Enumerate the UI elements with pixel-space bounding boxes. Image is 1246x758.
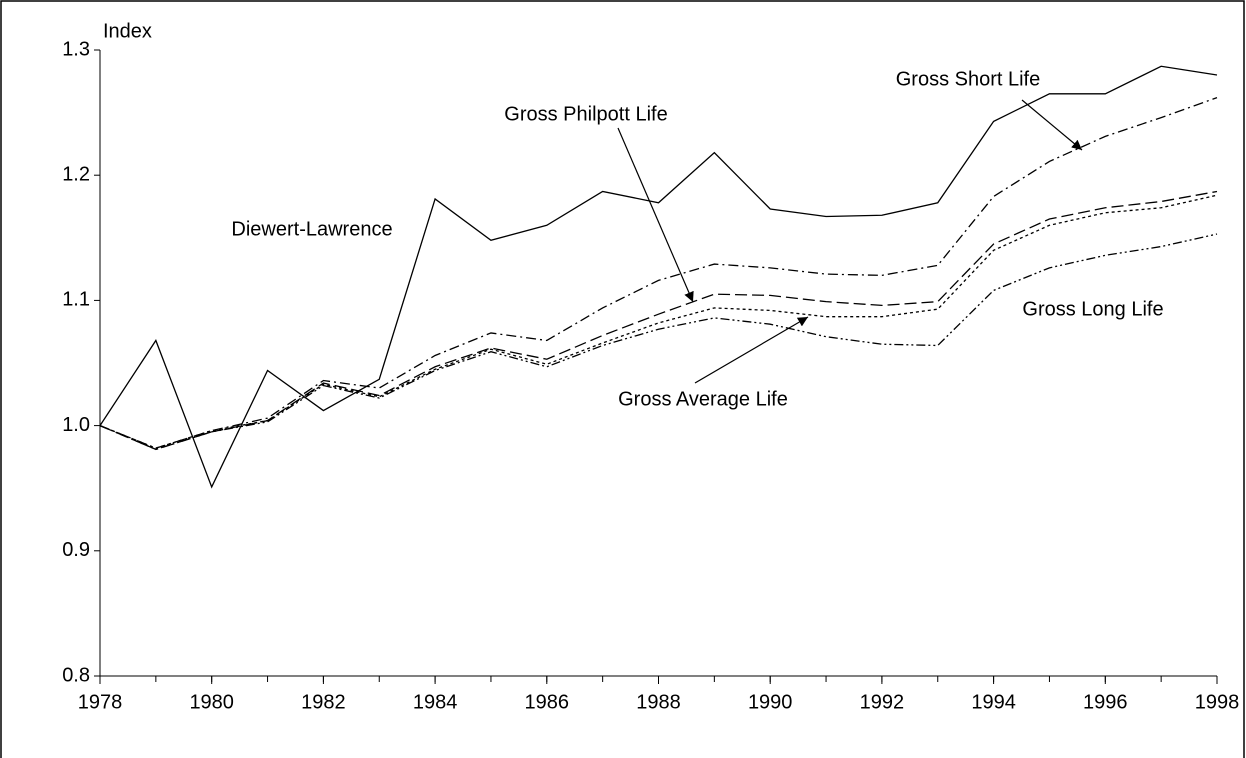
series-label: Gross Philpott Life [504,103,667,125]
y-tick-label: 0.8 [62,664,90,686]
series-label: Gross Long Life [1022,298,1163,320]
x-tick-label: 1984 [413,691,458,713]
y-tick-label: 1.3 [62,38,90,60]
annotation-arrow [1021,99,1083,151]
series-line [99,65,1218,489]
x-tick-label: 1986 [525,691,570,713]
x-tick-label: 1992 [860,691,905,713]
annotation-arrow [617,127,694,303]
y-tick-label: 0.9 [62,539,90,561]
x-tick-label: 1988 [636,691,681,713]
x-tick-label: 1980 [189,691,234,713]
series-line [99,190,1218,451]
y-tick-label: 1.0 [62,414,90,436]
x-tick-label: 1990 [748,691,793,713]
series-label: Gross Average Life [618,388,788,410]
x-tick-label: 1996 [1083,691,1128,713]
x-tick-label: 1994 [971,691,1016,713]
series-line [99,233,1218,451]
y-tick-label: 1.1 [62,289,90,311]
y-axis-label: Index [103,20,152,42]
series-label: Gross Short Life [896,68,1041,90]
series-line [99,96,1218,449]
x-tick-label: 1978 [78,691,123,713]
annotation-arrow [694,316,809,384]
y-tick-label: 1.2 [62,163,90,185]
series-label: Diewert-Lawrence [231,218,392,240]
x-tick-label: 1982 [301,691,346,713]
x-tick-label: 1998 [1195,691,1240,713]
